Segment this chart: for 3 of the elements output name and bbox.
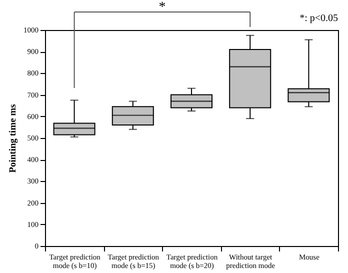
- text: *: [158, 0, 166, 15]
- y-axis-title: Pointing time ms: [8, 104, 18, 173]
- text: *: p<0.05: [300, 13, 338, 24]
